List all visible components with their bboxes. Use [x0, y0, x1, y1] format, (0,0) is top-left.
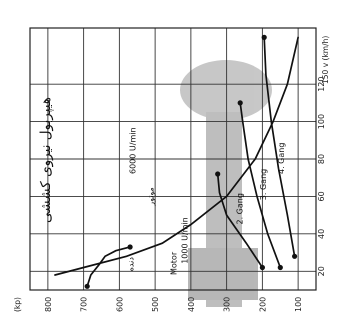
annotation-label: 1000 U/min: [180, 217, 189, 264]
series-line-1: [86, 246, 131, 288]
y-tick-label: 200: [258, 297, 267, 312]
data-point: [127, 244, 133, 250]
data-point: [261, 34, 267, 41]
x-tick-label: 20: [317, 266, 326, 276]
plot-frame: [29, 27, 317, 291]
data-point: [259, 264, 265, 271]
data-point: [277, 264, 283, 271]
series-line-4: [263, 36, 296, 258]
y-tick-label: 600: [115, 297, 124, 312]
annotation-label: دنده: [127, 257, 136, 272]
y-axis-unit: (kp): [13, 297, 22, 312]
chart-title: هیپربول نیروی کششی: [38, 97, 54, 223]
x-tick-label: 120: [317, 77, 326, 92]
x-axis-unit: 150 v (km/h): [321, 36, 330, 84]
data-point: [215, 171, 221, 177]
y-tick-label: 500: [151, 297, 160, 312]
series-line-0: [54, 36, 299, 276]
points-layer: [84, 34, 298, 289]
series-layer: [54, 36, 299, 288]
annotation-label: 6000 U/min: [129, 127, 138, 174]
y-tick-label: 100: [294, 297, 303, 312]
series-label: 3. Gang: [259, 169, 268, 200]
x-tick-label: 100: [317, 114, 326, 129]
series-label: 2. Gang: [236, 193, 245, 224]
x-tick-label: 80: [317, 154, 326, 164]
y-tick-labels: 800 700 600 500 400 300 200 100: [44, 297, 303, 312]
x-tick-label: 40: [317, 229, 326, 239]
data-point: [84, 283, 90, 289]
annotations: موتور 6000 U/min دنده Motor 1000 U/min: [127, 127, 190, 275]
data-point: [237, 100, 243, 106]
x-tick-label: 60: [317, 191, 326, 201]
series-label: 4. Gang: [277, 143, 286, 174]
data-point: [292, 253, 298, 259]
y-tick-label: 700: [80, 297, 89, 312]
y-tick-label: 400: [187, 297, 196, 312]
annotation-label: موتور: [146, 187, 155, 207]
y-tick-label: 300: [223, 297, 232, 312]
series-line-2: [216, 173, 264, 269]
series-labels: 2. Gang 3. Gang 4. Gang: [236, 143, 286, 225]
annotation-label: Motor: [170, 251, 179, 275]
x-tick-labels: 20 40 60 80 100 120: [317, 77, 326, 277]
series-line-3: [239, 102, 282, 269]
y-tick-label: 800: [44, 297, 53, 312]
